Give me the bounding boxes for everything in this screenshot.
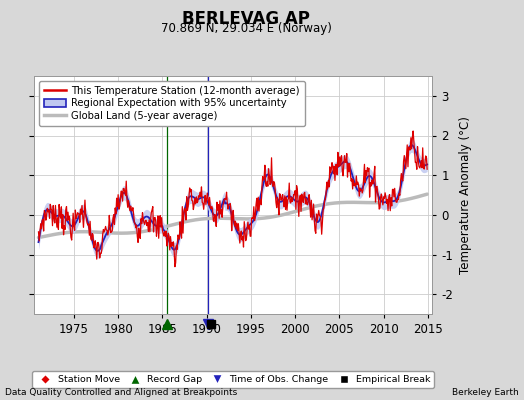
Y-axis label: Temperature Anomaly (°C): Temperature Anomaly (°C) [458, 116, 472, 274]
Text: Data Quality Controlled and Aligned at Breakpoints: Data Quality Controlled and Aligned at B… [5, 388, 237, 397]
Text: Berkeley Earth: Berkeley Earth [452, 388, 519, 397]
Text: 70.869 N, 29.034 E (Norway): 70.869 N, 29.034 E (Norway) [161, 22, 332, 35]
Text: BERLEVAG AP: BERLEVAG AP [182, 10, 310, 28]
Legend: Station Move, Record Gap, Time of Obs. Change, Empirical Break: Station Move, Record Gap, Time of Obs. C… [32, 371, 434, 388]
